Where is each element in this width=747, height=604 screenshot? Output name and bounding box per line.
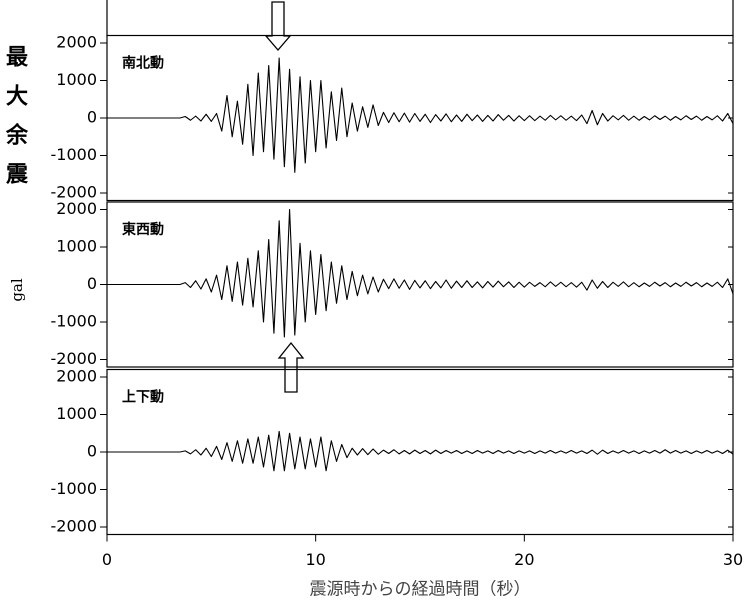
y-tick-label: 2000 [56,199,97,218]
y-tick-label: 1000 [56,237,97,256]
y-tick-label: -2000 [51,517,98,536]
y-tick-label: -1000 [51,479,98,498]
panel-frame [106,201,734,368]
panel-frame [106,34,734,202]
y-tick-label: 1000 [56,70,97,89]
y-tick-label: -2000 [51,183,98,202]
x-tick-label: 30 [723,550,743,569]
series-label: 東西動 [122,221,164,238]
y-tick-label: 0 [87,274,97,293]
y-tick-label: -1000 [51,312,98,331]
y-tick-label: 0 [87,108,97,127]
x-tick-label: 20 [514,550,534,569]
y-tick-label: 2000 [56,33,97,52]
series-label: 南北動 [122,55,164,72]
y-tick-label: -2000 [51,349,98,368]
y-axis-label: gal [8,278,26,302]
y-tick-label: 0 [87,442,97,461]
arrow-down [264,1,292,51]
y-tick-label: -1000 [51,145,98,164]
y-tick-label: 2000 [56,367,97,386]
y-tick-label: 1000 [56,404,97,423]
x-tick-label: 10 [305,550,325,569]
waveform [107,208,734,338]
x-tick-label: 0 [102,550,112,569]
x-axis-label: 震源時からの経過時間（秒） [310,580,531,600]
series-label: 上下動 [122,389,164,406]
waveform [107,430,734,472]
waveform [107,57,734,173]
chart-title: 最大余震 [2,45,29,201]
panel-frame [106,368,734,536]
